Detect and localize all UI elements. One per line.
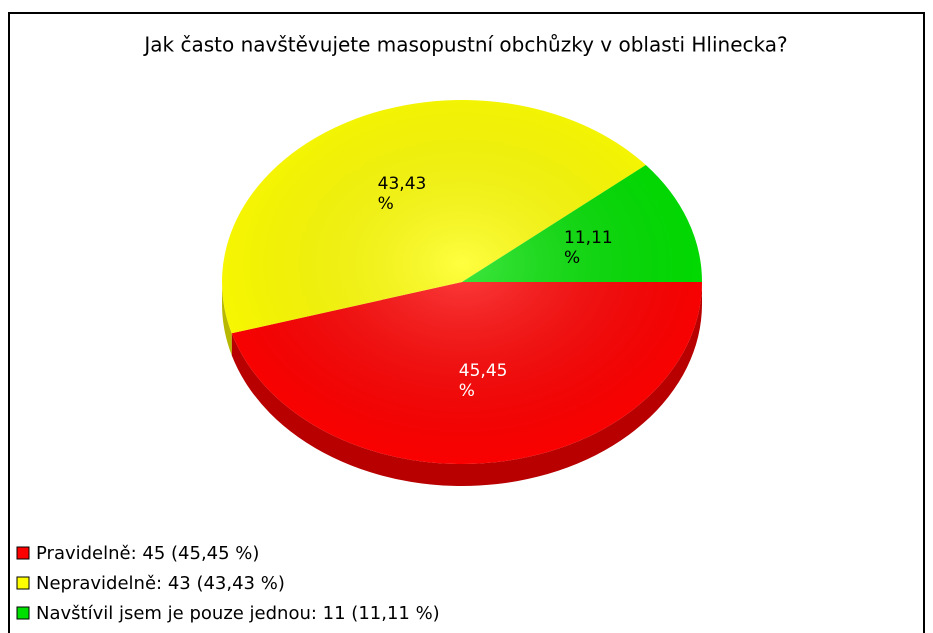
legend-swatch — [16, 546, 30, 560]
legend-label: Nepravidelně: 43 (43,43 %) — [36, 573, 285, 594]
legend-label: Pravidelně: 45 (45,45 %) — [36, 543, 259, 564]
legend-label: Navštívil jsem je pouze jednou: 11 (11,1… — [36, 603, 440, 624]
data-label: 11,11% — [564, 228, 613, 268]
pie: 45,45 % 43,43 % 11,11% — [222, 99, 702, 487]
legend-swatch — [16, 606, 30, 620]
data-label: 45,45% — [459, 361, 508, 401]
legend: Pravidelně: 45 (45,45 %) Nepravidelně: 43… — [16, 543, 440, 624]
chart-title: Jak často navštěvujete masopustní obchůz… — [142, 33, 787, 57]
legend-swatch — [16, 576, 30, 590]
data-label: 43,43% — [378, 174, 427, 214]
